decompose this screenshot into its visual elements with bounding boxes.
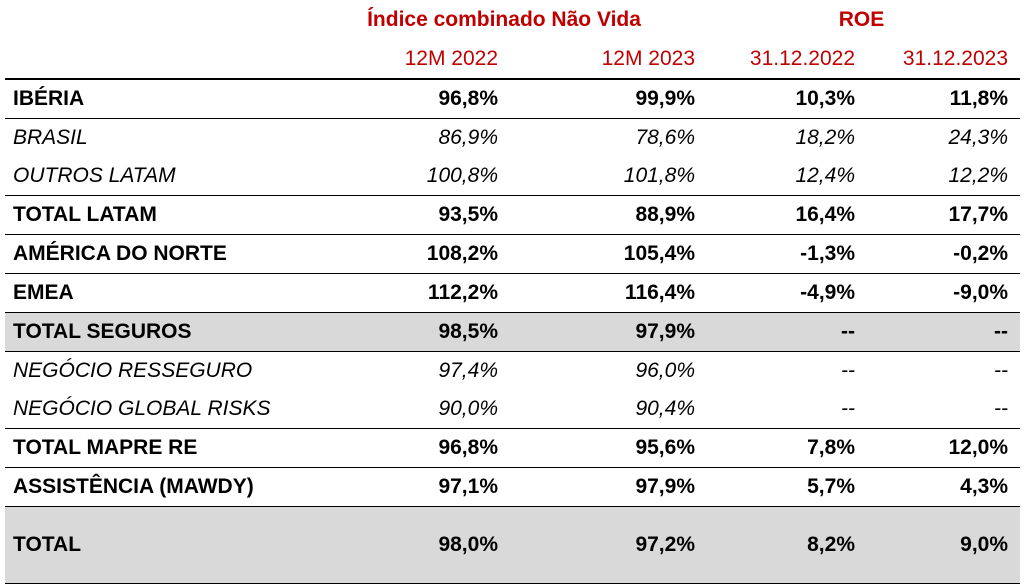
- table-row: NEGÓCIO GLOBAL RISKS 90,0% 90,4% -- --: [5, 390, 1020, 429]
- row-label: TOTAL: [5, 506, 305, 584]
- value-cell: 7,8%: [707, 428, 867, 468]
- value-cell: 11,8%: [867, 78, 1021, 119]
- row-label: AMÉRICA DO NORTE: [5, 234, 305, 274]
- value-cell: 97,9%: [510, 312, 707, 352]
- value-cell: 98,0%: [305, 506, 510, 584]
- table-row: ASSISTÊNCIA (MAWDY) 97,1% 97,9% 5,7% 4,3%: [5, 467, 1021, 507]
- value-cell: --: [994, 397, 1009, 420]
- value-cell: 12,4%: [795, 164, 855, 187]
- value-cell: 105,4%: [510, 234, 707, 274]
- value-cell: 97,2%: [510, 506, 707, 584]
- table-row: NEGÓCIO RESSEGURO 97,4% 96,0% -- --: [5, 351, 1021, 390]
- group-header: ROE: [838, 8, 885, 31]
- table-row: EMEA 112,2% 116,4% -4,9% -9,0%: [5, 273, 1021, 313]
- column-header-row: 12M 2022 12M 2023 31.12.2022 31.12.2023: [5, 40, 1021, 80]
- value-cell: -1,3%: [707, 234, 867, 274]
- row-label: ASSISTÊNCIA (MAWDY): [5, 467, 305, 507]
- value-cell: -9,0%: [867, 273, 1021, 313]
- value-cell: 17,7%: [867, 195, 1021, 235]
- value-cell: 96,8%: [305, 428, 510, 468]
- column-header: 31.12.2022: [707, 40, 867, 80]
- row-label: TOTAL SEGUROS: [5, 312, 305, 352]
- table-row: OUTROS LATAM 100,8% 101,8% 12,4% 12,2%: [5, 157, 1020, 196]
- value-cell: 24,3%: [867, 118, 1021, 157]
- value-cell: 90,4%: [635, 397, 695, 420]
- value-cell: 12,0%: [867, 428, 1021, 468]
- empty-cell: [5, 40, 305, 80]
- row-label: EMEA: [5, 273, 305, 313]
- value-cell: -4,9%: [707, 273, 867, 313]
- value-cell: -0,2%: [867, 234, 1021, 274]
- value-cell: 98,5%: [305, 312, 510, 352]
- value-cell: 97,9%: [510, 467, 707, 507]
- value-cell: 101,8%: [623, 164, 695, 187]
- table-row: BRASIL 86,9% 78,6% 18,2% 24,3%: [5, 118, 1021, 157]
- group-header-row: Índice combinado Não Vida ROE: [5, 0, 1020, 40]
- table-row: AMÉRICA DO NORTE 108,2% 105,4% -1,3% -0,2%: [5, 234, 1021, 274]
- value-cell: 10,3%: [707, 78, 867, 119]
- row-label: OUTROS LATAM: [13, 164, 176, 187]
- table-row: IBÉRIA 96,8% 99,9% 10,3% 11,8%: [5, 78, 1021, 119]
- table-row: TOTAL LATAM 93,5% 88,9% 16,4% 17,7%: [5, 195, 1021, 235]
- value-cell: 100,8%: [426, 164, 498, 187]
- value-cell: 99,9%: [510, 78, 707, 119]
- value-cell: 112,2%: [305, 273, 510, 313]
- column-header: 31.12.2023: [867, 40, 1021, 80]
- value-cell: 8,2%: [707, 506, 867, 584]
- value-cell: 97,1%: [305, 467, 510, 507]
- value-cell: 18,2%: [707, 118, 867, 157]
- value-cell: 96,0%: [510, 351, 707, 390]
- value-cell: 4,3%: [867, 467, 1021, 507]
- row-label: TOTAL MAPRE RE: [5, 428, 305, 468]
- table-row: TOTAL MAPRE RE 96,8% 95,6% 7,8% 12,0%: [5, 428, 1021, 468]
- table-row: TOTAL 98,0% 97,2% 8,2% 9,0%: [5, 506, 1021, 584]
- row-label: IBÉRIA: [5, 78, 305, 119]
- value-cell: 9,0%: [867, 506, 1021, 584]
- results-table: Índice combinado Não Vida ROE 12M 2022 1…: [5, 0, 1021, 584]
- column-header: 12M 2023: [510, 40, 707, 80]
- value-cell: 90,0%: [438, 397, 498, 420]
- value-cell: 96,8%: [305, 78, 510, 119]
- row-label: NEGÓCIO GLOBAL RISKS: [13, 397, 271, 420]
- value-cell: 108,2%: [305, 234, 510, 274]
- value-cell: --: [707, 351, 867, 390]
- value-cell: 97,4%: [305, 351, 510, 390]
- value-cell: 86,9%: [305, 118, 510, 157]
- value-cell: 116,4%: [510, 273, 707, 313]
- value-cell: 88,9%: [510, 195, 707, 235]
- value-cell: --: [707, 312, 867, 352]
- column-header: 12M 2022: [305, 40, 510, 80]
- row-label: BRASIL: [5, 118, 305, 157]
- value-cell: 16,4%: [707, 195, 867, 235]
- value-cell: --: [867, 351, 1021, 390]
- empty-cell: [5, 0, 305, 40]
- value-cell: 78,6%: [510, 118, 707, 157]
- value-cell: 5,7%: [707, 467, 867, 507]
- table-body: Índice combinado Não Vida ROE 12M 2022 1…: [5, 0, 1021, 584]
- group-header: Índice combinado Não Vida: [367, 8, 641, 31]
- value-cell: 95,6%: [510, 428, 707, 468]
- row-label: NEGÓCIO RESSEGURO: [5, 351, 305, 390]
- value-cell: 12,2%: [948, 164, 1009, 187]
- table-row: TOTAL SEGUROS 98,5% 97,9% -- --: [5, 312, 1021, 352]
- value-cell: --: [867, 312, 1021, 352]
- row-label: TOTAL LATAM: [5, 195, 305, 235]
- value-cell: --: [841, 397, 855, 420]
- value-cell: 93,5%: [305, 195, 510, 235]
